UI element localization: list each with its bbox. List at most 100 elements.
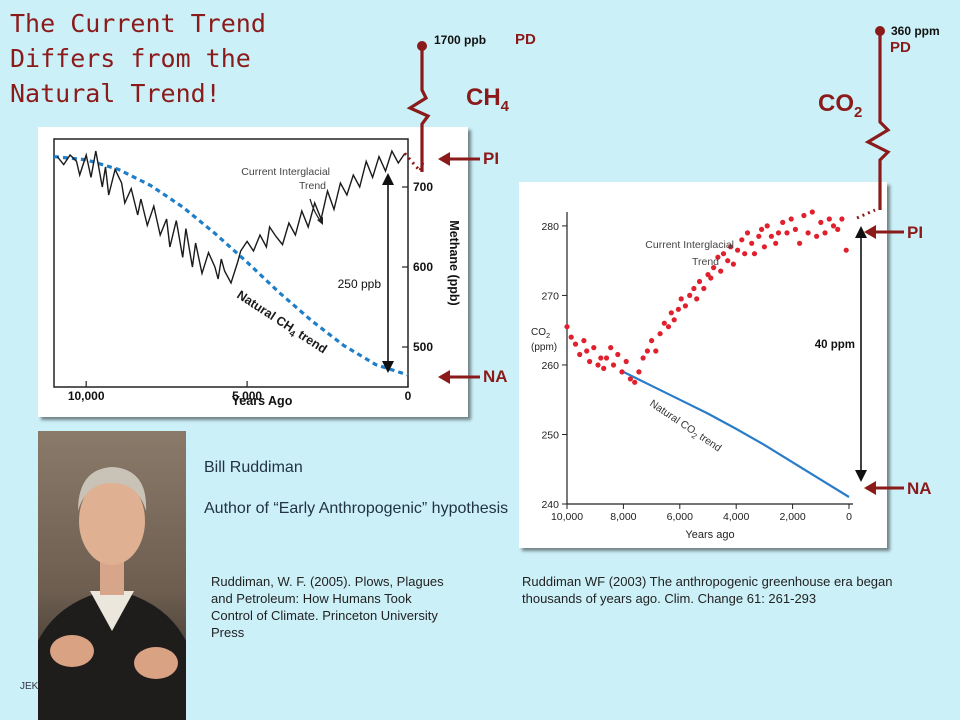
co2-data-point — [839, 216, 845, 222]
co2-data-point — [577, 351, 583, 358]
co2-data-point — [682, 303, 688, 309]
co2-data-point — [818, 219, 824, 225]
methane-x-axis-label: Years Ago — [232, 394, 293, 408]
co2-data-point — [768, 233, 774, 239]
methane-difference-label: 250 ppb — [338, 277, 382, 291]
co2-data-point — [780, 219, 786, 225]
co2-data-point — [720, 251, 727, 257]
methane-trend-arrowhead — [317, 217, 323, 225]
co2-y-tick-label-4: 280 — [541, 221, 559, 233]
co2-data-point — [564, 324, 570, 330]
co2-data-point — [788, 216, 794, 222]
slide-title: The Current Trend Differs from the Natur… — [10, 9, 266, 108]
co2-data-point — [644, 348, 650, 354]
co2-x-tick-label-5: 0 — [846, 511, 852, 523]
co2-data-point — [687, 292, 693, 298]
co2-data-point — [715, 254, 721, 260]
footer-initials: JEK — [20, 681, 39, 692]
co2-data-point — [627, 376, 633, 382]
co2-data-point — [826, 216, 832, 222]
co2-data-point — [675, 306, 681, 312]
co2-y-axis-unit: (ppm) — [531, 342, 557, 353]
natural-co2-trend-label: Natural CO2 trend — [646, 398, 723, 457]
co2-data-point — [797, 240, 803, 246]
co2-difference-arrowhead-bottom — [855, 470, 867, 482]
co2-data-point — [584, 348, 590, 354]
co2-x-tick-label-2: 6,000 — [667, 511, 693, 523]
co2-difference-arrowhead-top — [855, 226, 867, 238]
methane-chart-panel: 500 600 700 10,000 5,000 0 Current Interglac… — [38, 127, 468, 417]
person-name: Bill Ruddiman — [204, 459, 303, 476]
co2-data-point — [725, 258, 731, 264]
portrait-photo — [38, 431, 186, 720]
co2-data-point — [728, 244, 734, 250]
co2-data-point — [744, 230, 751, 236]
co2-data-point — [678, 296, 684, 302]
ch4-pd-label: PD — [515, 31, 536, 48]
methane-x-tick-label-1: 5,000 — [232, 389, 262, 403]
co2-data-point — [619, 369, 625, 375]
ch4-gas-label: CH4 — [466, 84, 509, 115]
co2-data-point — [661, 320, 667, 326]
co2-data-point — [653, 348, 659, 354]
co2-data-point — [761, 244, 767, 250]
co2-x-tick-label-1: 8,000 — [610, 511, 636, 523]
co2-gas-label: CO2 — [818, 90, 862, 121]
co2-data-point — [749, 240, 755, 246]
co2-data-point — [742, 251, 748, 257]
methane-y-tick-label-2: 700 — [413, 180, 433, 194]
co2-data-point — [718, 268, 724, 274]
co2-data-point — [814, 233, 820, 239]
co2-data-point — [671, 317, 677, 323]
methane-measured-line — [56, 149, 406, 285]
co2-pd-value: 360 ppm — [891, 24, 940, 38]
co2-data-point — [822, 230, 828, 236]
co2-data-point — [598, 355, 604, 361]
ch4-gas-subscript: 4 — [500, 97, 510, 115]
methane-chart: 500 600 700 10,000 5,000 0 Current Interglac… — [53, 138, 461, 408]
co2-data-point — [668, 310, 674, 316]
co2-data-point — [835, 226, 841, 232]
co2-x-axis-label: Years ago — [685, 529, 734, 541]
ch4-na-label: NA — [483, 367, 508, 386]
portrait-face — [79, 477, 145, 565]
co2-data-point — [751, 251, 758, 257]
methane-trend-label-1: Current Interglacial — [241, 166, 330, 178]
co2-data-point — [608, 345, 614, 351]
co2-data-point — [568, 334, 574, 340]
co2-data-point — [665, 324, 672, 330]
methane-x-tick-label-2: 0 — [405, 389, 412, 403]
co2-data-point — [591, 345, 597, 351]
co2-data-point — [701, 285, 707, 292]
portrait-figure — [38, 467, 186, 720]
methane-trend-label-2: Trend — [299, 180, 326, 192]
co2-data-point — [632, 379, 638, 385]
co2-data-point — [691, 285, 697, 292]
co2-gas-subscript: 2 — [854, 103, 863, 121]
co2-data-point — [805, 230, 811, 236]
co2-data-point — [792, 226, 798, 232]
methane-x-tick-label-0: 10,000 — [68, 389, 105, 403]
portrait-hand-left — [50, 635, 94, 667]
methane-y-tick-label-0: 500 — [413, 340, 433, 354]
natural-co2-trend-line — [622, 370, 850, 498]
ch4-pd-value: 1700 ppb — [434, 33, 487, 47]
co2-gas-main: CO — [818, 90, 854, 117]
methane-difference-arrowhead-bottom — [382, 361, 394, 373]
co2-y-tick-label-3: 270 — [541, 290, 559, 302]
co2-trend-label-2: Trend — [692, 256, 719, 268]
co2-data-point — [711, 265, 717, 271]
methane-y-axis-label: Methane (ppb) — [447, 220, 461, 305]
co2-difference-label: 40 ppm — [815, 339, 855, 351]
co2-x-tick-label-0: 10,000 — [551, 511, 583, 523]
co2-y-tick-label-1: 250 — [541, 429, 559, 441]
natural-ch4-trend-line — [53, 155, 409, 377]
co2-data-point — [773, 240, 779, 246]
co2-data-point — [809, 209, 815, 215]
co2-data-point — [601, 365, 607, 371]
co2-y-tick-label-2: 260 — [541, 360, 559, 372]
co2-data-point — [775, 230, 782, 236]
methane-difference-arrowhead-top — [382, 173, 394, 185]
paper-reference: Ruddiman WF (2003) The anthropogenic gre… — [522, 574, 893, 606]
co2-data-point — [640, 355, 646, 361]
